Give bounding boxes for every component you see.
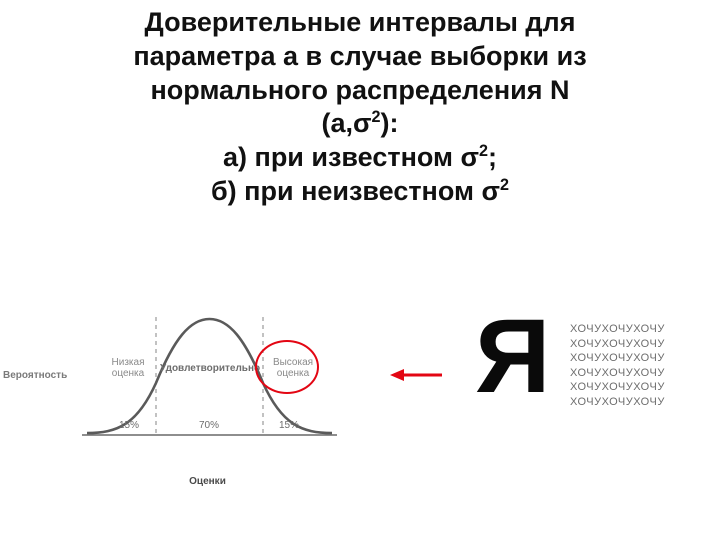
- title-line5-pre: а) при известном: [223, 142, 461, 172]
- chart-ylabel: Вероятность: [3, 370, 67, 381]
- slide: Доверительные интервалы для параметра a …: [0, 0, 720, 540]
- pct-mid: 70%: [194, 420, 224, 431]
- region-left-l2: оценка: [112, 368, 144, 379]
- title-line4-close: ):: [381, 108, 399, 138]
- want-line: ХОЧУХОЧУХОЧУ: [570, 337, 665, 352]
- want-stack: ХОЧУХОЧУХОЧУХОЧУХОЧУХОЧУХОЧУХОЧУХОЧУХОЧУ…: [570, 322, 665, 409]
- title-line6-pre: б) при неизвестном: [211, 176, 481, 206]
- title-line5-post: ;: [488, 142, 497, 172]
- title-line3: нормального распределения N: [151, 75, 570, 105]
- title-sigma2: σ: [461, 142, 479, 172]
- want-line: ХОЧУХОЧУХОЧУ: [570, 322, 665, 337]
- pct-right: 15%: [274, 420, 304, 431]
- region-mid-label: Удовлетворительно: [160, 363, 260, 374]
- region-left-l1: Низкая: [112, 357, 145, 368]
- want-line: ХОЧУХОЧУХОЧУ: [570, 380, 665, 395]
- title-line2: параметра a в случае выборки из: [133, 41, 586, 71]
- want-line: ХОЧУХОЧУХОЧУ: [570, 366, 665, 381]
- title-sigma3: σ: [481, 176, 499, 206]
- chart-xlabel: Оценки: [60, 476, 355, 487]
- arrow-icon: [390, 365, 445, 385]
- title-line1: Доверительные интервалы для: [145, 7, 576, 37]
- region-left-label: Низкая оценка: [104, 357, 152, 379]
- title-sigma1: σ: [353, 108, 371, 138]
- big-ya-letter: Я: [475, 310, 550, 405]
- want-line: ХОЧУХОЧУХОЧУ: [570, 351, 665, 366]
- title-line4-left: (a,: [322, 108, 354, 138]
- pct-left: 15%: [114, 420, 144, 431]
- title-exp3: 2: [500, 176, 509, 194]
- title-exp2: 2: [479, 142, 488, 160]
- highlight-circle-icon: [255, 340, 319, 394]
- chart-wrap: Низкая оценка Удовлетворительно Высокая …: [60, 305, 355, 485]
- title-exp1: 2: [372, 108, 381, 126]
- slide-title: Доверительные интервалы для параметра a …: [20, 6, 700, 209]
- want-line: ХОЧУХОЧУХОЧУ: [570, 395, 665, 410]
